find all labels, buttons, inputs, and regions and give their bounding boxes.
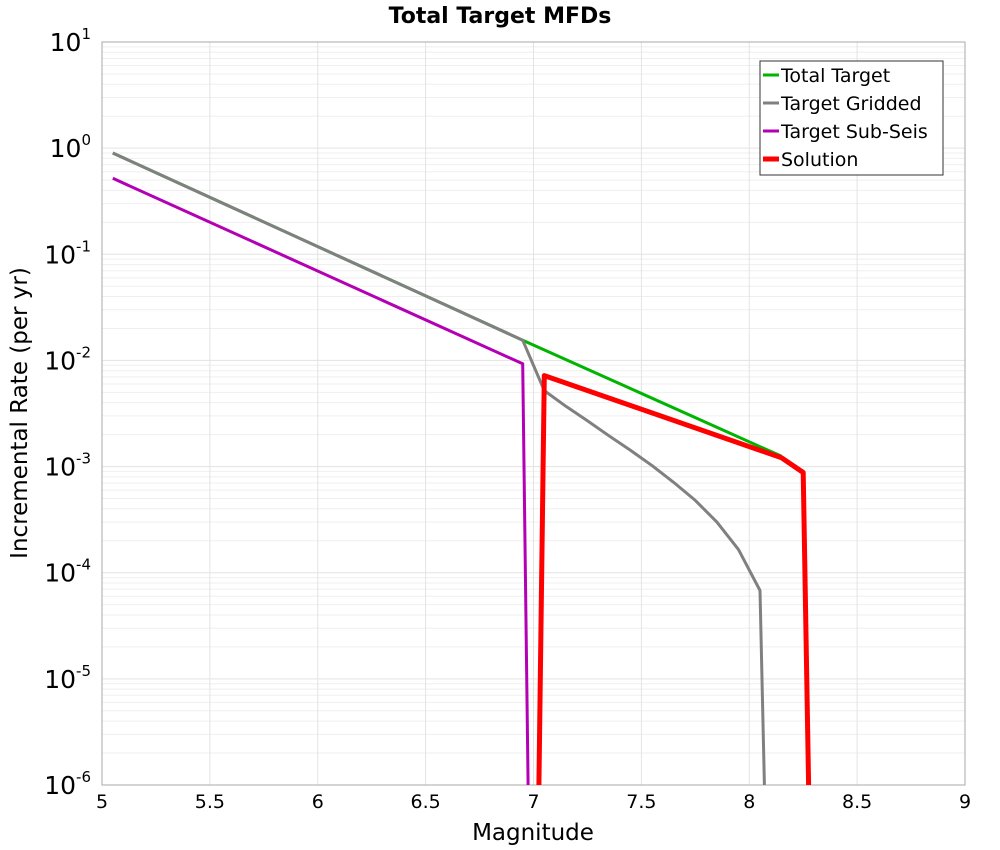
y-axis-label: Incremental Rate (per yr) — [7, 267, 33, 559]
x-tick-label: 7.5 — [626, 791, 656, 813]
y-tick-labels: 10-6 10-5 10-4 10-3 10-2 10-1 100 101 — [44, 25, 91, 800]
legend-label: Total Target — [780, 65, 890, 87]
legend-label: Target Gridded — [780, 93, 922, 115]
y-tick-label: 10-2 — [44, 343, 91, 375]
y-tick-label: 10-1 — [44, 237, 91, 269]
y-tick-label: 10-4 — [44, 556, 91, 588]
x-tick-label: 6 — [312, 791, 324, 813]
series-line-target-gridded — [112, 151, 766, 786]
legend: Total Target Target Gridded Target Sub-Sei… — [759, 60, 944, 176]
x-tick-label: 8.5 — [842, 791, 872, 813]
plot-frame — [101, 41, 966, 786]
y-tick-label: 10-3 — [44, 450, 91, 482]
x-tick-labels: 5 5.5 6 6.5 7 7.5 8 8.5 9 — [96, 791, 971, 813]
series-layer — [112, 151, 812, 786]
x-tick-label: 8 — [743, 791, 755, 813]
x-tick-label: 5 — [96, 791, 108, 813]
x-axis-label: Magnitude — [472, 820, 594, 846]
legend-label: Solution — [781, 149, 858, 171]
legend-label: Target Sub-Seis — [780, 121, 928, 143]
chart-title: Total Target MFDs — [389, 4, 612, 29]
legend-entries: Total Target Target Gridded Target Sub-Sei… — [763, 65, 928, 171]
x-tick-label: 5.5 — [195, 791, 225, 813]
x-tick-label: 6.5 — [411, 791, 441, 813]
series-line-target-sub-seis — [112, 176, 530, 786]
y-tick-label: 10-6 — [44, 768, 91, 800]
y-tick-label: 101 — [50, 25, 91, 57]
y-tick-label: 10-5 — [44, 662, 91, 694]
x-tick-label: 9 — [959, 791, 971, 813]
x-tick-label: 7 — [527, 791, 539, 813]
y-tick-label: 100 — [50, 131, 91, 163]
legend-box — [759, 60, 944, 176]
series-line-solution — [536, 373, 812, 786]
